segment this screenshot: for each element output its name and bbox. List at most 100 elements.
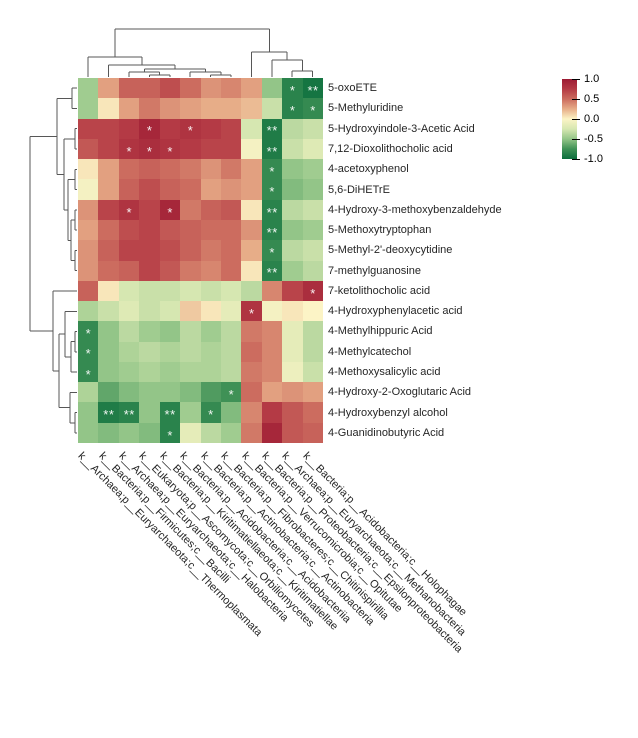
- heatmap-cell: *: [139, 138, 161, 160]
- row-label: 4-Hydroxy-2-Oxoglutaric Acid: [328, 386, 472, 399]
- heatmap-cell: [159, 159, 181, 180]
- heatmap-cell: [78, 280, 99, 302]
- heatmap-cell: [282, 159, 304, 180]
- heatmap-cell: [220, 260, 242, 282]
- significance-marker: *: [126, 143, 133, 159]
- heatmap-cell: [139, 159, 161, 180]
- heatmap-cell: [282, 179, 304, 201]
- heatmap-cell: *: [302, 98, 324, 120]
- heatmap-cell: [200, 179, 222, 201]
- heatmap-cell: [139, 98, 161, 120]
- heatmap-cell: *: [78, 321, 99, 343]
- heatmap-cell: *: [261, 179, 283, 201]
- row-label: 5,6-DiHETrE: [328, 183, 390, 196]
- heatmap-cell: [302, 361, 324, 383]
- heatmap-cell: [200, 118, 222, 140]
- heatmap-cell: [261, 341, 283, 363]
- heatmap-cell: [261, 280, 283, 302]
- heatmap-cell: [302, 301, 324, 322]
- heatmap-cell: [220, 240, 242, 261]
- heatmap-cell: [139, 78, 161, 99]
- heatmap-cell: [78, 402, 99, 424]
- heatmap-cell: [241, 280, 263, 302]
- significance-marker: *: [85, 366, 92, 382]
- heatmap-cell: *: [302, 280, 324, 302]
- significance-marker: *: [269, 245, 275, 261]
- significance-marker: **: [266, 265, 278, 281]
- heatmap-cell: [159, 382, 181, 403]
- heatmap-cell: *: [282, 78, 304, 99]
- heatmap-cell: [139, 240, 161, 261]
- legend-tick-label: 0.0: [584, 113, 600, 125]
- significance-marker: **: [266, 123, 278, 139]
- significance-marker: *: [249, 305, 255, 321]
- heatmap-cell: **: [261, 118, 283, 140]
- row-label: 5-oxoETE: [328, 82, 377, 95]
- heatmap-cell: [139, 402, 161, 424]
- heatmap-cell: [78, 219, 99, 241]
- heatmap-cell: [241, 260, 263, 282]
- heatmap-cell: [220, 98, 242, 120]
- row-label: 4-Methylcatechol: [328, 345, 412, 358]
- heatmap-cell: [180, 98, 201, 120]
- significance-marker: *: [289, 82, 296, 98]
- significance-marker: **: [103, 407, 115, 423]
- legend-tick-mark: [572, 79, 580, 80]
- heatmap-cell: [98, 301, 120, 322]
- heatmap-cell: [159, 219, 181, 241]
- heatmap-cell: [159, 240, 181, 261]
- heatmap-cell: [139, 422, 161, 444]
- heatmap-cell: [118, 301, 140, 322]
- significance-marker: *: [228, 387, 235, 403]
- significance-marker: **: [123, 407, 135, 423]
- heatmap-cell: [220, 118, 242, 140]
- heatmap-cell: [98, 98, 120, 120]
- heatmap-cell: [200, 382, 222, 403]
- row-dendrogram: [29, 87, 77, 434]
- heatmap-cell: [159, 118, 181, 140]
- heatmap-cell: *: [200, 402, 222, 424]
- heatmap-cell: [261, 402, 283, 424]
- heatmap-cell: [200, 138, 222, 160]
- heatmap-cell: [282, 382, 304, 403]
- row-label: 7-ketolithocholic acid: [328, 284, 431, 297]
- heatmap-cell: **: [98, 402, 120, 424]
- heatmap-cell: [139, 341, 161, 363]
- heatmap-cell: [261, 361, 283, 383]
- heatmap-cell: [282, 138, 304, 160]
- significance-marker: *: [167, 143, 173, 159]
- heatmap-cell: [261, 382, 283, 403]
- heatmap-cell: [200, 341, 222, 363]
- heatmap-cell: [302, 219, 324, 241]
- heatmap-cell: [180, 321, 201, 343]
- heatmap-cell: *: [261, 240, 283, 261]
- heatmap-cell: [159, 98, 181, 120]
- legend-tick-label: 1.0: [584, 73, 600, 85]
- heatmap-cell: [118, 240, 140, 261]
- heatmap-cell: [282, 240, 304, 261]
- heatmap-cell: [200, 280, 222, 302]
- heatmap-cell: [180, 301, 201, 322]
- heatmap-cell: *: [139, 118, 161, 140]
- significance-marker: *: [146, 143, 153, 159]
- heatmap-cell: [139, 321, 161, 343]
- heatmap-cell: [282, 260, 304, 282]
- heatmap-cell: [98, 260, 120, 282]
- heatmap-cell: [220, 301, 242, 322]
- heatmap-cell: *: [241, 301, 263, 322]
- heatmap-cell: [220, 219, 242, 241]
- significance-marker: *: [269, 163, 275, 179]
- heatmap-cell: [98, 341, 120, 363]
- heatmap-cell: [302, 402, 324, 424]
- row-label: 4-Methoxysalicylic acid: [328, 366, 441, 379]
- row-label: 4-Hydroxyphenylacetic acid: [328, 305, 463, 318]
- heatmap-cell: **: [261, 219, 283, 241]
- significance-marker: **: [266, 224, 278, 240]
- heatmap-cell: [139, 199, 161, 221]
- heatmap-cell: [98, 179, 120, 201]
- heatmap-cell: [98, 321, 120, 343]
- heatmap-cell: [98, 280, 120, 302]
- heatmap-cell: *: [159, 422, 181, 444]
